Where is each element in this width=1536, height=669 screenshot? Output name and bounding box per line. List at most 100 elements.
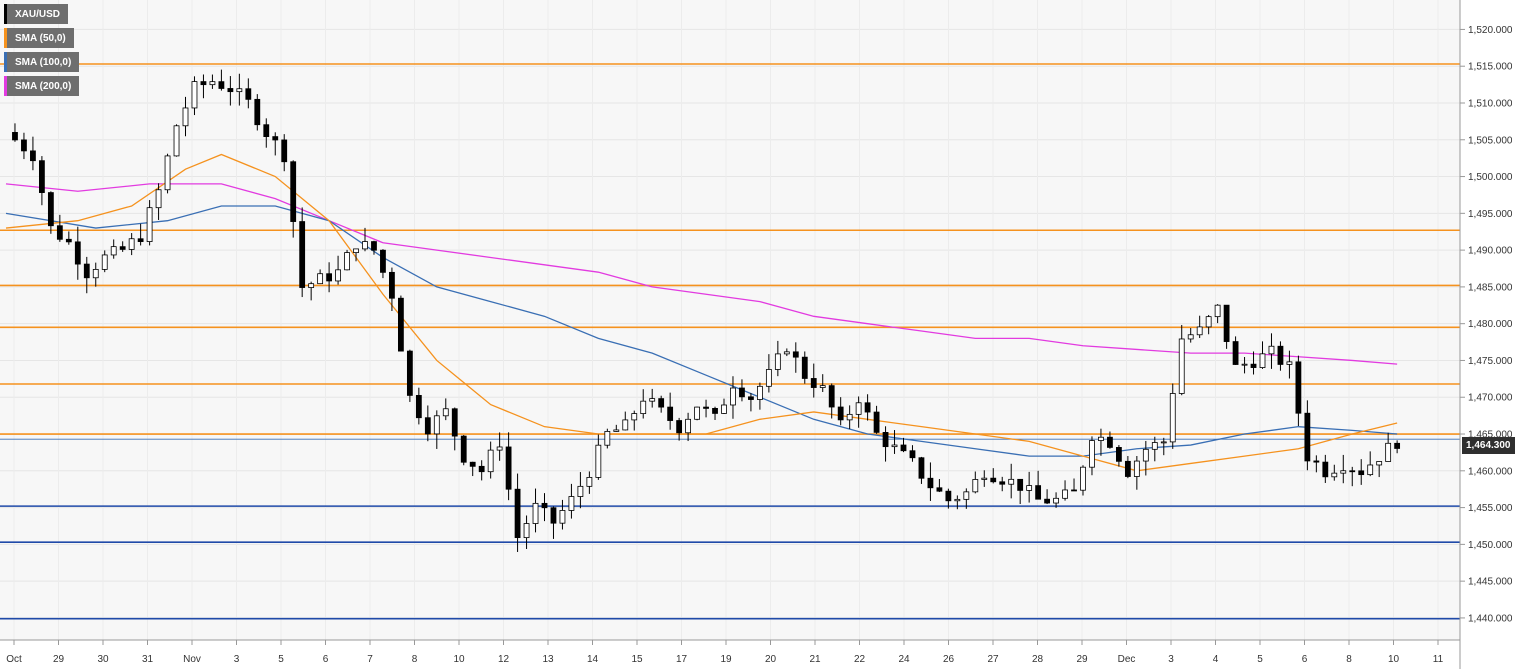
x-axis: Oct 29 30 31 Nov 3 5 6 7 8 10 12 13 14 15 17 19 20 21 22 24 2… xyxy=(6,640,1444,665)
candle-bull xyxy=(1331,472,1338,478)
candle-bull xyxy=(1385,442,1392,462)
candle-bull xyxy=(1268,345,1275,355)
candle-bear xyxy=(1124,460,1131,477)
candle-bear xyxy=(1313,460,1320,463)
candle-bear xyxy=(415,395,422,419)
legend-swatch xyxy=(4,4,7,24)
y-tick-label: 1,505.000 xyxy=(1468,135,1513,146)
candle-bull xyxy=(344,252,350,271)
candle-bear xyxy=(999,481,1006,485)
x-tick-label: 24 xyxy=(898,654,910,665)
horizontal-levels xyxy=(0,63,1460,620)
candle-bull xyxy=(783,351,790,355)
legend: XAU/USD SMA (50,0) SMA (100,0) SMA (200,0) xyxy=(4,4,80,100)
candle-bear xyxy=(873,411,880,433)
candle-bear xyxy=(47,192,54,227)
candle-bear xyxy=(12,132,18,141)
candle-bear xyxy=(137,238,144,242)
candle-bear xyxy=(326,273,333,282)
candle-bull xyxy=(559,510,566,524)
legend-label: SMA (200,0) xyxy=(15,80,72,92)
plot-background xyxy=(0,0,1460,640)
candle-bear xyxy=(748,396,754,400)
x-tick-label: 17 xyxy=(676,654,688,665)
candle-bear xyxy=(1071,489,1077,492)
y-tick-label: 1,445.000 xyxy=(1468,577,1513,588)
candle-bear xyxy=(882,432,889,448)
candle-bear xyxy=(514,488,521,539)
x-tick-label: 12 xyxy=(498,654,510,665)
candle-bull xyxy=(1376,461,1383,466)
candle-bear xyxy=(828,385,835,408)
x-tick-label: 29 xyxy=(1076,654,1088,665)
candle-bull xyxy=(442,408,449,417)
legend-item[interactable]: SMA (100,0) xyxy=(4,52,80,72)
candle-bear xyxy=(541,502,548,509)
candle-bull xyxy=(981,477,988,480)
candle-bull xyxy=(164,155,171,191)
candle-bear xyxy=(1349,470,1356,473)
x-tick-label: 3 xyxy=(234,654,240,665)
candle-bear xyxy=(397,297,404,352)
legend-swatch xyxy=(4,76,7,96)
candle-bull xyxy=(577,485,584,497)
y-tick-label: 1,450.000 xyxy=(1468,540,1513,551)
candle-bull xyxy=(1196,326,1203,336)
candle-bull xyxy=(1053,497,1059,504)
x-tick-label: 10 xyxy=(1388,654,1400,665)
candle-bear xyxy=(990,477,997,483)
candle-bear xyxy=(837,406,844,421)
x-tick-label: 8 xyxy=(412,654,418,665)
candle-bull xyxy=(353,248,359,254)
candle-bull xyxy=(496,446,503,451)
candle-bull xyxy=(757,385,763,400)
y-tick-label: 1,470.000 xyxy=(1468,393,1513,404)
candle-bear xyxy=(299,221,306,288)
candle-bear xyxy=(810,378,817,388)
candle-bear xyxy=(676,420,683,434)
legend-item[interactable]: XAU/USD xyxy=(4,4,69,24)
candle-bull xyxy=(568,496,575,511)
candle-bull xyxy=(622,419,629,431)
candle-bull xyxy=(963,491,970,500)
candle-bull xyxy=(730,387,736,406)
x-tick-label: 19 xyxy=(720,654,732,665)
y-tick-label: 1,510.000 xyxy=(1468,98,1513,109)
candle-bull xyxy=(110,246,117,256)
candle-bull xyxy=(191,81,198,109)
candle-bear xyxy=(801,356,808,379)
candle-bear xyxy=(1223,304,1230,342)
candle-bear xyxy=(1044,498,1050,504)
y-tick-label: 1,465.000 xyxy=(1468,430,1513,441)
x-tick-label: 6 xyxy=(1302,654,1308,665)
candle-bear xyxy=(39,160,45,193)
candle-bull xyxy=(1008,478,1015,485)
candle-bull xyxy=(362,241,368,250)
candle-bull xyxy=(155,189,162,209)
candle-bear xyxy=(424,417,431,435)
candle-bear xyxy=(56,225,63,240)
candle-bear xyxy=(272,136,279,141)
legend-item[interactable]: SMA (200,0) xyxy=(4,76,80,96)
candle-bear xyxy=(406,350,413,396)
x-tick-label: 5 xyxy=(278,654,284,665)
candle-bear xyxy=(460,435,467,463)
candle-bear xyxy=(1035,485,1042,500)
candle-bull xyxy=(317,273,324,285)
x-tick-label: 4 xyxy=(1213,654,1219,665)
legend-item[interactable]: SMA (50,0) xyxy=(4,28,74,48)
candle-bear xyxy=(667,406,674,421)
y-tick-label: 1,475.000 xyxy=(1468,356,1513,367)
y-tick-label: 1,490.000 xyxy=(1468,246,1513,257)
candle-bear xyxy=(936,487,943,492)
candle-bear xyxy=(281,139,288,163)
candle-bull xyxy=(1089,440,1095,468)
candle-bear xyxy=(245,88,252,100)
candle-bull xyxy=(1169,393,1176,443)
candle-bull xyxy=(774,353,781,370)
candle-bear xyxy=(119,246,126,250)
candle-bear xyxy=(1322,461,1329,478)
candle-bear xyxy=(1295,361,1302,414)
candle-bear xyxy=(792,351,799,358)
